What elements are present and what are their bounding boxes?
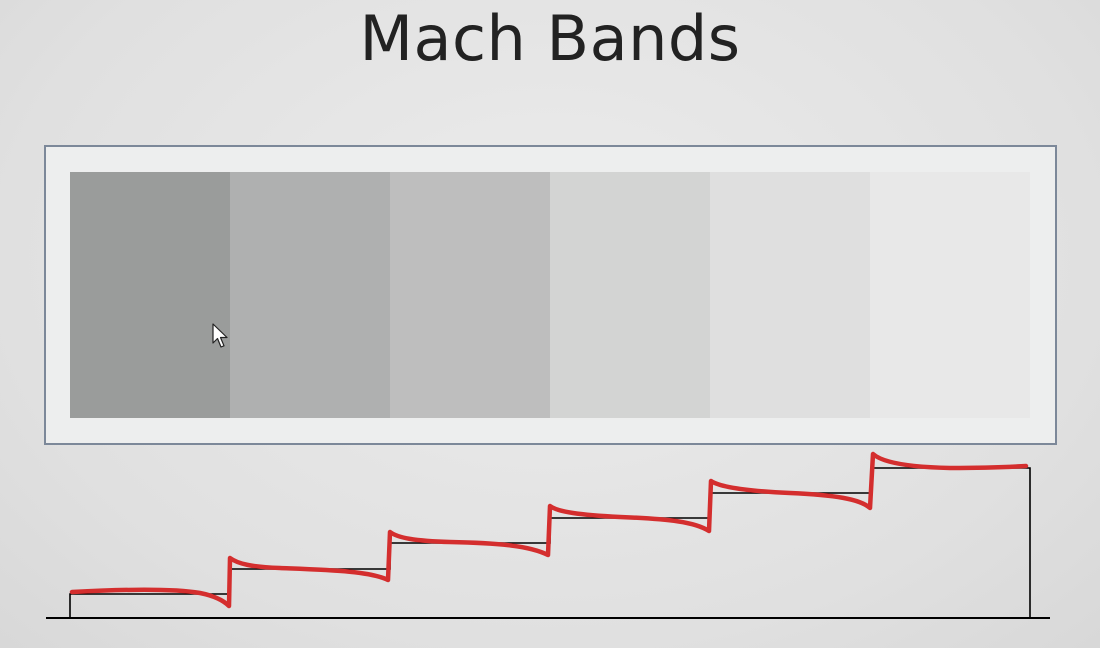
gray-band-2 [230,172,390,418]
gray-band-3 [390,172,550,418]
gray-band-5 [710,172,870,418]
gray-band-4 [550,172,710,418]
slide-title: Mach Bands [359,2,741,75]
mouse-cursor-icon [212,323,228,348]
grayscale-bands-frame [44,145,1057,445]
perceived-brightness-curve [69,451,1029,609]
luminance-profile-graph [46,451,1050,619]
gray-band-1 [70,172,230,418]
gray-band-6 [870,172,1030,418]
grayscale-bands [70,172,1030,418]
